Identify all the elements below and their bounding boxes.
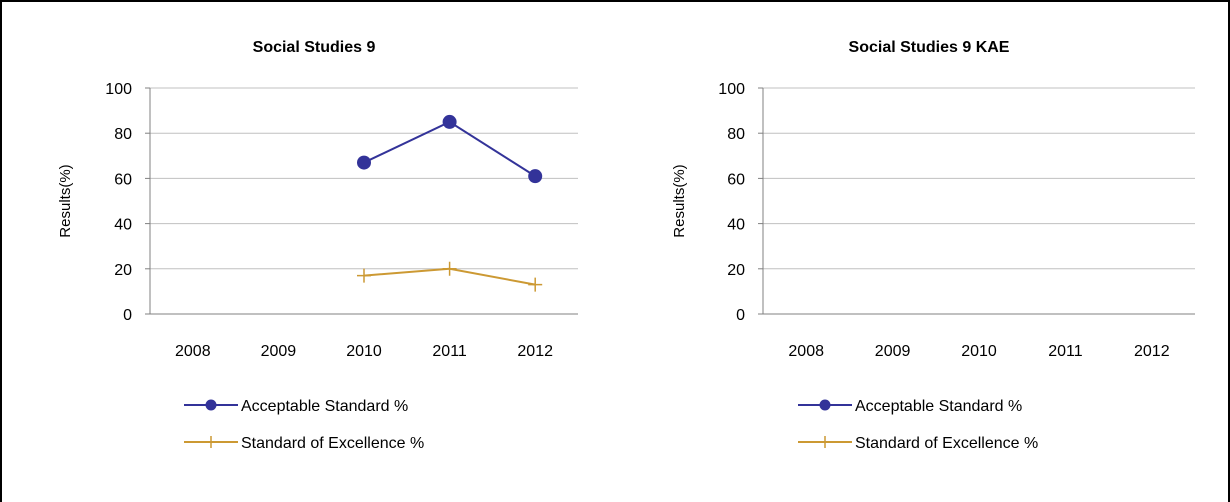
y-tick-label: 60 <box>114 171 132 188</box>
x-tick-label: 2012 <box>1134 343 1170 360</box>
y-tick-label: 40 <box>114 217 132 234</box>
chart-title: Social Studies 9 <box>253 39 376 56</box>
chart-title: Social Studies 9 KAE <box>849 39 1010 56</box>
y-tick-label: 20 <box>727 262 745 279</box>
x-tick-label: 2008 <box>788 343 824 360</box>
legend-marker <box>819 399 831 411</box>
chart-panel-0: Social Studies 9 0 20 40 60 80 100 2008 2009 2010… <box>57 39 578 452</box>
chart-panel-1: Social Studies 9 KAE 0 20 40 60 80 100 2008 2009… <box>671 39 1195 452</box>
x-tick-label: 2012 <box>517 343 553 360</box>
y-tick-label: 60 <box>727 171 745 188</box>
data-point <box>528 277 543 292</box>
data-point <box>357 155 371 170</box>
legend-label: Acceptable Standard % <box>855 398 1022 415</box>
data-point <box>442 261 457 276</box>
data-point <box>528 169 543 184</box>
legend-marker <box>205 399 217 411</box>
x-tick-label: 2009 <box>875 343 911 360</box>
legend-marker <box>819 436 831 448</box>
y-tick-label: 80 <box>727 126 745 143</box>
data-point <box>442 114 457 129</box>
y-tick-label: 80 <box>114 126 132 143</box>
y-axis-label: Results(%) <box>57 164 74 237</box>
x-tick-label: 2009 <box>261 343 297 360</box>
x-tick-label: 2011 <box>1048 343 1083 360</box>
y-axis-label: Results(%) <box>671 164 688 237</box>
y-tick-label: 40 <box>727 217 745 234</box>
data-point <box>357 268 371 283</box>
series-line <box>363 120 536 177</box>
legend-label: Standard of Excellence % <box>855 435 1038 452</box>
y-tick-label: 0 <box>123 307 132 324</box>
x-tick-label: 2010 <box>961 343 997 360</box>
y-tick-label: 100 <box>718 81 745 98</box>
y-tick-label: 0 <box>736 307 745 324</box>
legend-marker <box>205 436 217 448</box>
x-tick-label: 2008 <box>175 343 211 360</box>
x-tick-label: 2010 <box>346 343 382 360</box>
legend-label: Standard of Excellence % <box>241 435 424 452</box>
y-tick-label: 20 <box>114 262 132 279</box>
y-tick-label: 100 <box>105 81 132 98</box>
legend-label: Acceptable Standard % <box>241 398 408 415</box>
x-tick-label: 2011 <box>432 343 467 360</box>
